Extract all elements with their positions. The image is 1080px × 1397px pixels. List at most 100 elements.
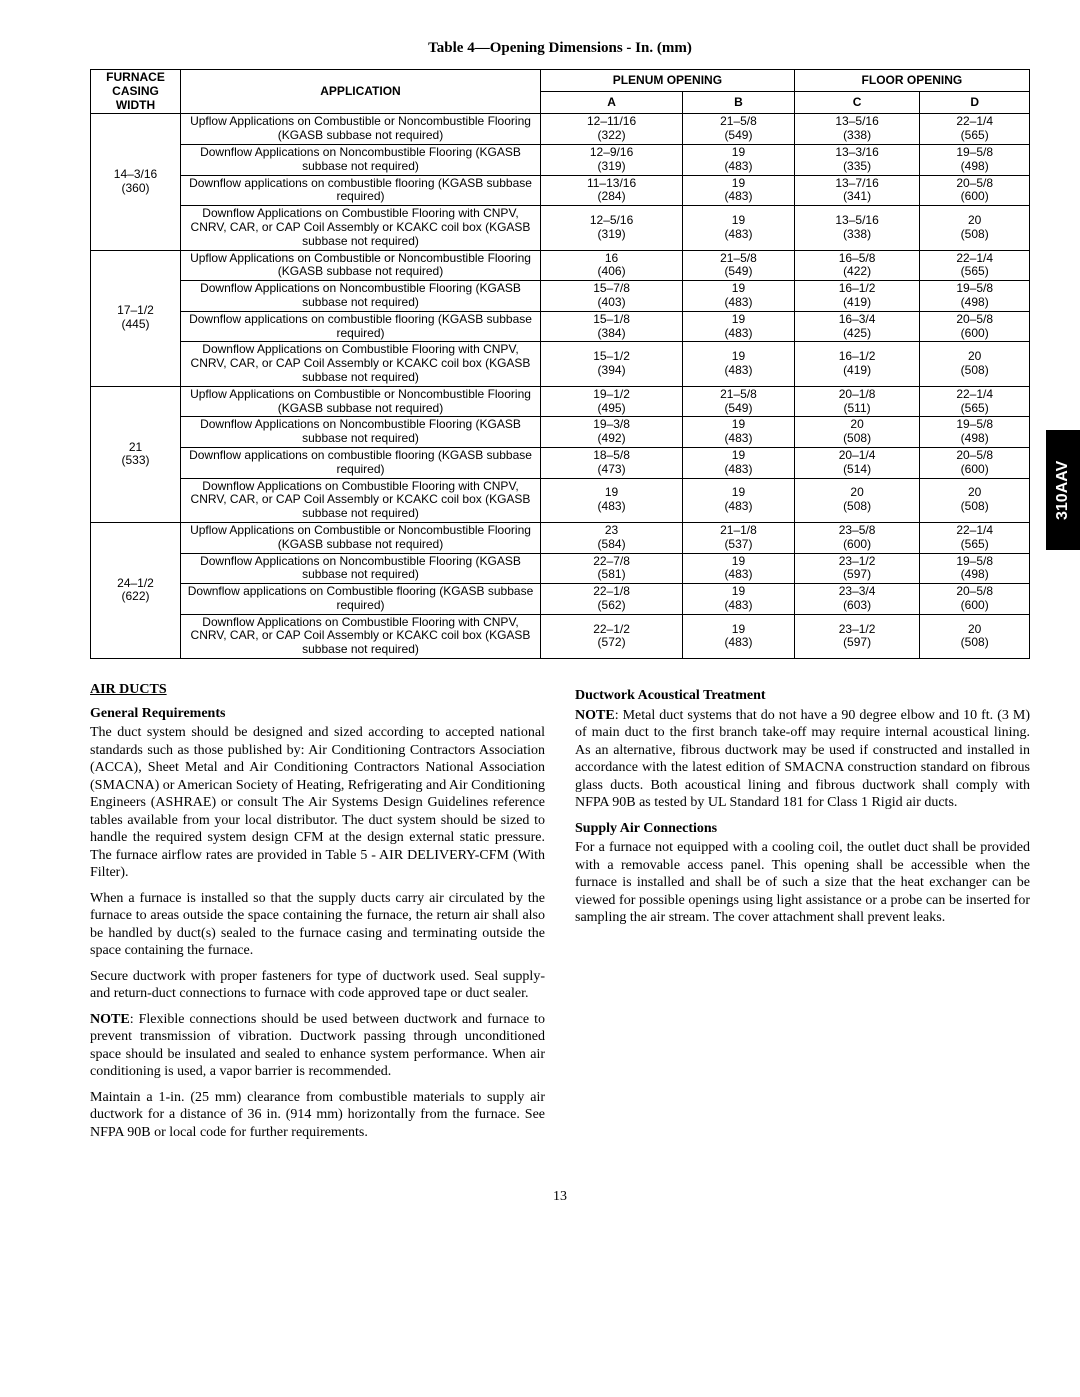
cell-a: 18–5/8 (473) — [541, 447, 683, 478]
cell-c: 13–3/16 (335) — [794, 144, 920, 175]
cell-d: 20–5/8 (600) — [920, 311, 1030, 342]
dimensions-table: FURNACE CASING WIDTH APPLICATION PLENUM … — [90, 69, 1030, 659]
cell-d: 19–5/8 (498) — [920, 417, 1030, 448]
cell-a: 19–1/2 (495) — [541, 386, 683, 417]
th-col-c: C — [794, 92, 920, 114]
cell-d: 19–5/8 (498) — [920, 144, 1030, 175]
table-row: Downflow applications on combustible flo… — [91, 175, 1030, 206]
cell-casing: 21 (533) — [91, 386, 181, 522]
para-right-2: For a furnace not equipped with a coolin… — [575, 839, 1030, 927]
cell-d: 20 (508) — [920, 206, 1030, 250]
table-row: Downflow applications on Combustible flo… — [91, 584, 1030, 615]
table-row: 24–1/2 (622)Upflow Applications on Combu… — [91, 522, 1030, 553]
heading-acoustical: Ductwork Acoustical Treatment — [575, 687, 1030, 705]
cell-application: Upflow Applications on Combustible or No… — [181, 114, 541, 145]
table-row: Downflow Applications on Noncombustible … — [91, 281, 1030, 312]
cell-a: 22–1/2 (572) — [541, 614, 683, 658]
cell-application: Downflow Applications on Combustible Flo… — [181, 614, 541, 658]
th-plenum: PLENUM OPENING — [541, 70, 795, 92]
cell-c: 13–7/16 (341) — [794, 175, 920, 206]
th-col-d: D — [920, 92, 1030, 114]
cell-a: 12–11/16 (322) — [541, 114, 683, 145]
cell-casing: 17–1/2 (445) — [91, 250, 181, 386]
cell-c: 20–1/8 (511) — [794, 386, 920, 417]
right-column: Ductwork Acoustical Treatment NOTE: Meta… — [575, 681, 1030, 1149]
cell-d: 19–5/8 (498) — [920, 281, 1030, 312]
cell-b: 19 (483) — [683, 614, 795, 658]
table-row: Downflow Applications on Combustible Flo… — [91, 614, 1030, 658]
cell-application: Downflow applications on combustible flo… — [181, 311, 541, 342]
cell-c: 16–5/8 (422) — [794, 250, 920, 281]
cell-application: Downflow applications on Combustible flo… — [181, 584, 541, 615]
cell-a: 12–9/16 (319) — [541, 144, 683, 175]
note-label: NOTE — [90, 1012, 130, 1027]
page: Table 4—Opening Dimensions - In. (mm) FU… — [0, 0, 1080, 1235]
cell-b: 19 (483) — [683, 478, 795, 522]
cell-c: 16–1/2 (419) — [794, 281, 920, 312]
cell-a: 15–1/8 (384) — [541, 311, 683, 342]
cell-b: 19 (483) — [683, 281, 795, 312]
cell-b: 19 (483) — [683, 447, 795, 478]
cell-d: 20–5/8 (600) — [920, 447, 1030, 478]
cell-c: 16–1/2 (419) — [794, 342, 920, 386]
note-text: : Metal duct systems that do not have a … — [575, 708, 1030, 811]
cell-c: 13–5/16 (338) — [794, 206, 920, 250]
th-col-b: B — [683, 92, 795, 114]
cell-c: 16–3/4 (425) — [794, 311, 920, 342]
cell-application: Upflow Applications on Combustible or No… — [181, 250, 541, 281]
table-row: 14–3/16 (360)Upflow Applications on Comb… — [91, 114, 1030, 145]
table-row: Downflow applications on combustible flo… — [91, 447, 1030, 478]
heading-air-ducts: AIR DUCTS — [90, 681, 545, 699]
cell-b: 19 (483) — [683, 417, 795, 448]
para-left-2: When a furnace is installed so that the … — [90, 890, 545, 960]
cell-c: 23–1/2 (597) — [794, 614, 920, 658]
heading-supply-air: Supply Air Connections — [575, 820, 1030, 838]
cell-a: 23 (584) — [541, 522, 683, 553]
cell-c: 23–1/2 (597) — [794, 553, 920, 584]
cell-application: Upflow Applications on Combustible or No… — [181, 522, 541, 553]
cell-d: 20–5/8 (600) — [920, 584, 1030, 615]
th-casing: FURNACE CASING WIDTH — [91, 70, 181, 114]
cell-d: 20–5/8 (600) — [920, 175, 1030, 206]
cell-application: Downflow applications on combustible flo… — [181, 175, 541, 206]
cell-b: 19 (483) — [683, 144, 795, 175]
para-left-1: The duct system should be designed and s… — [90, 724, 545, 882]
cell-application: Downflow Applications on Combustible Flo… — [181, 478, 541, 522]
cell-application: Downflow Applications on Noncombustible … — [181, 144, 541, 175]
table-row: Downflow Applications on Combustible Flo… — [91, 342, 1030, 386]
cell-d: 20 (508) — [920, 478, 1030, 522]
para-left-3: Secure ductwork with proper fasteners fo… — [90, 968, 545, 1003]
cell-a: 22–7/8 (581) — [541, 553, 683, 584]
cell-d: 20 (508) — [920, 614, 1030, 658]
table-row: Downflow applications on combustible flo… — [91, 311, 1030, 342]
cell-b: 19 (483) — [683, 175, 795, 206]
para-left-4: NOTE: Flexible connections should be use… — [90, 1011, 545, 1081]
cell-b: 21–5/8 (549) — [683, 386, 795, 417]
cell-d: 22–1/4 (565) — [920, 522, 1030, 553]
table-row: Downflow Applications on Combustible Flo… — [91, 206, 1030, 250]
note-label: NOTE — [575, 708, 615, 723]
cell-c: 20–1/4 (514) — [794, 447, 920, 478]
cell-c: 23–5/8 (600) — [794, 522, 920, 553]
table-row: 17–1/2 (445)Upflow Applications on Combu… — [91, 250, 1030, 281]
table-row: 21 (533)Upflow Applications on Combustib… — [91, 386, 1030, 417]
cell-application: Downflow Applications on Combustible Flo… — [181, 206, 541, 250]
cell-b: 19 (483) — [683, 311, 795, 342]
cell-b: 19 (483) — [683, 584, 795, 615]
cell-a: 16 (406) — [541, 250, 683, 281]
cell-b: 21–5/8 (549) — [683, 250, 795, 281]
cell-application: Downflow applications on combustible flo… — [181, 447, 541, 478]
cell-a: 19 (483) — [541, 478, 683, 522]
table-row: Downflow Applications on Noncombustible … — [91, 553, 1030, 584]
cell-application: Upflow Applications on Combustible or No… — [181, 386, 541, 417]
table-row: Downflow Applications on Combustible Flo… — [91, 478, 1030, 522]
cell-application: Downflow Applications on Noncombustible … — [181, 417, 541, 448]
cell-d: 22–1/4 (565) — [920, 250, 1030, 281]
left-column: AIR DUCTS General Requirements The duct … — [90, 681, 545, 1149]
cell-d: 20 (508) — [920, 342, 1030, 386]
cell-d: 22–1/4 (565) — [920, 386, 1030, 417]
cell-b: 19 (483) — [683, 553, 795, 584]
cell-a: 22–1/8 (562) — [541, 584, 683, 615]
th-col-a: A — [541, 92, 683, 114]
cell-c: 20 (508) — [794, 478, 920, 522]
